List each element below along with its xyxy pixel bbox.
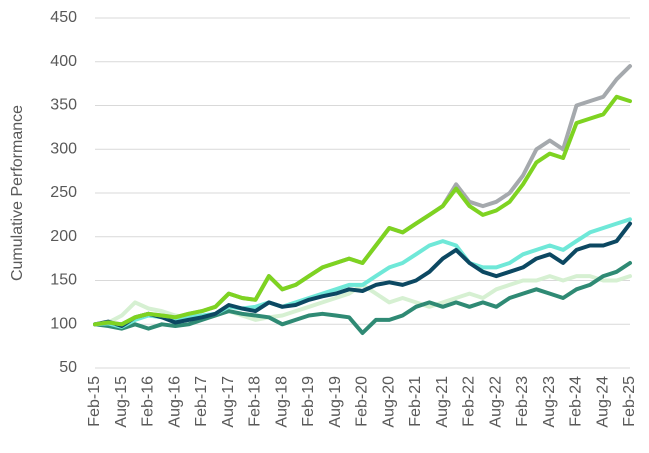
x-tick-label: Feb-23 bbox=[514, 376, 531, 427]
x-tick-label: Feb-16 bbox=[140, 376, 157, 427]
y-tick-label: 400 bbox=[50, 53, 77, 70]
x-tick-label: Aug-16 bbox=[166, 376, 183, 428]
x-tick-label: Aug-15 bbox=[113, 376, 130, 428]
y-tick-label: 200 bbox=[50, 228, 77, 245]
x-tick-label: Feb-20 bbox=[354, 376, 371, 427]
x-tick-label: Aug-22 bbox=[487, 376, 504, 428]
x-tick-label: Feb-25 bbox=[621, 376, 638, 427]
x-tick-label: Aug-19 bbox=[327, 376, 344, 428]
y-tick-label: 150 bbox=[50, 272, 77, 289]
x-tick-label: Feb-21 bbox=[407, 376, 424, 427]
y-tick-label: 300 bbox=[50, 140, 77, 157]
x-tick-label: Feb-18 bbox=[247, 376, 264, 427]
x-tick-label: Aug-24 bbox=[594, 376, 611, 428]
y-tick-label: 100 bbox=[50, 315, 77, 332]
series-line bbox=[93, 94, 632, 327]
x-tick-label: Aug-17 bbox=[220, 376, 237, 428]
x-tick-label: Aug-18 bbox=[273, 376, 290, 428]
x-tick-label: Feb-22 bbox=[461, 376, 478, 427]
y-tick-label: 50 bbox=[59, 359, 77, 376]
x-tick-label: Feb-19 bbox=[300, 376, 317, 427]
y-axis-label: Cumulative Performance bbox=[9, 105, 26, 281]
series-line bbox=[93, 221, 632, 328]
y-tick-label: 450 bbox=[50, 9, 77, 26]
x-tick-label: Aug-20 bbox=[380, 376, 397, 428]
series-line bbox=[93, 217, 632, 329]
x-tick-label: Feb-24 bbox=[568, 376, 585, 427]
y-tick-label: 350 bbox=[50, 97, 77, 114]
x-tick-label: Feb-15 bbox=[86, 376, 103, 427]
x-tick-label: Feb-17 bbox=[193, 376, 210, 427]
x-tick-label: Aug-21 bbox=[434, 376, 451, 428]
x-tick-label: Aug-23 bbox=[541, 376, 558, 428]
y-tick-label: 250 bbox=[50, 184, 77, 201]
series-line bbox=[93, 261, 632, 335]
